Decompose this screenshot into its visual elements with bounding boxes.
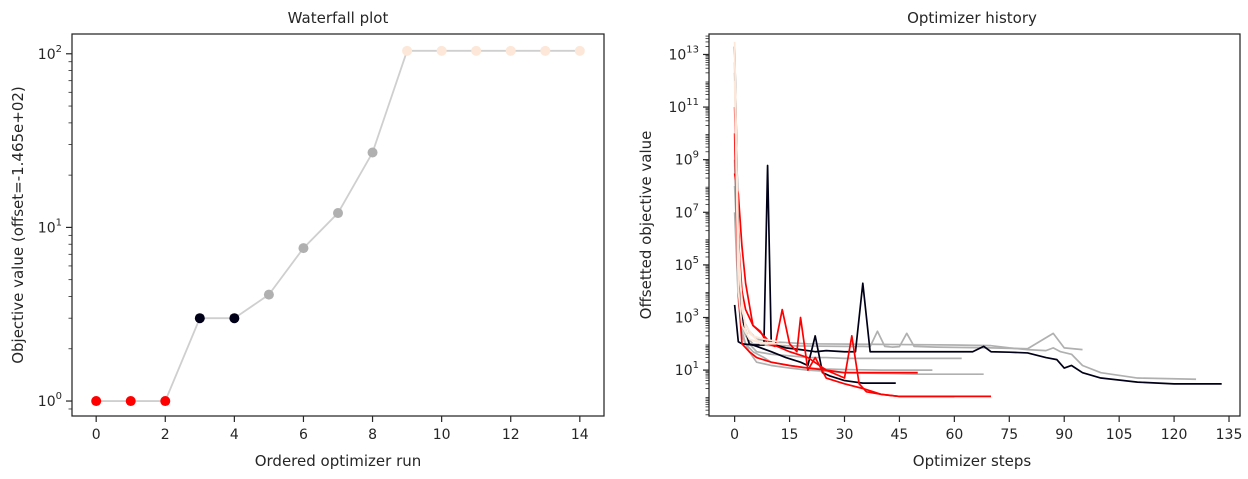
optimizer-history-x-tick-label: 45	[891, 427, 909, 443]
waterfall-x-tick-label: 8	[368, 427, 377, 443]
waterfall-x-axis-label: Ordered optimizer run	[255, 452, 422, 470]
waterfall-point	[574, 45, 585, 56]
optimizer-history-x-tick-label: 90	[1055, 427, 1073, 443]
waterfall-y-axis: 100 101 102	[38, 44, 72, 410]
optimizer-history-x-tick-label: 15	[781, 427, 799, 443]
optimizer-history-y-tick-label: 103	[675, 308, 699, 327]
waterfall-point	[436, 45, 447, 56]
waterfall-point	[91, 396, 102, 407]
waterfall-point	[471, 45, 482, 56]
waterfall-x-tick-label: 0	[92, 427, 101, 443]
history-series-line	[733, 133, 918, 374]
waterfall-point	[160, 396, 171, 407]
optimizer-history-x-tick-label: 75	[1000, 427, 1018, 443]
waterfall-chart: Waterfall plot 0 2 4 6 8 10 12 14 100 101 102 Ord…	[9, 9, 605, 470]
waterfall-x-tick-label: 14	[571, 427, 589, 443]
waterfall-point	[229, 313, 240, 324]
history-series-line	[733, 80, 775, 344]
waterfall-line	[96, 49, 580, 402]
history-series-line	[733, 46, 896, 384]
waterfall-y-axis-label: Objective value (offset=-1.465e+02)	[9, 86, 27, 364]
optimizer-history-y-tick-label: 1011	[668, 97, 699, 116]
waterfall-point	[540, 45, 551, 56]
waterfall-point	[333, 208, 343, 219]
waterfall-point	[505, 45, 516, 56]
waterfall-x-tick-label: 4	[230, 427, 239, 443]
waterfall-series	[91, 45, 585, 407]
waterfall-point	[125, 396, 136, 407]
waterfall-y-tick-label: 100	[38, 391, 62, 410]
waterfall-x-axis: 0 2 4 6 8 10 12 14	[92, 416, 589, 443]
optimizer-history-x-tick-label: 0	[730, 427, 739, 443]
waterfall-point	[402, 45, 413, 56]
optimizer-history-x-tick-label: 60	[945, 427, 963, 443]
waterfall-plot-frame	[71, 33, 605, 417]
waterfall-point	[194, 313, 205, 324]
optimizer-history-plot-frame	[708, 33, 1241, 417]
waterfall-title: Waterfall plot	[288, 9, 389, 27]
optimizer-history-y-axis: 101 103 105 107 109 1011 1013	[668, 35, 709, 416]
optimizer-history-y-tick-label: 107	[675, 202, 699, 221]
optimizer-history-x-tick-label: 120	[1161, 427, 1188, 443]
waterfall-y-tick-label: 102	[38, 44, 62, 63]
waterfall-y-tick-label: 101	[38, 217, 62, 236]
optimizer-history-y-axis-label: Offsetted objective value	[637, 131, 655, 320]
waterfall-x-tick-label: 2	[161, 427, 170, 443]
waterfall-x-tick-label: 12	[502, 427, 520, 443]
waterfall-x-tick-label: 6	[299, 427, 308, 443]
optimizer-history-y-tick-label: 101	[675, 360, 699, 379]
history-series-line	[733, 164, 1222, 385]
history-series-line	[733, 54, 786, 345]
optimizer-history-y-tick-label: 105	[675, 255, 699, 274]
optimizer-history-y-tick-label: 109	[675, 150, 699, 169]
optimizer-history-x-axis-label: Optimizer steps	[913, 452, 1032, 470]
optimizer-history-y-tick-label: 1013	[668, 44, 699, 63]
optimizer-history-x-tick-label: 105	[1106, 427, 1133, 443]
waterfall-x-tick-label: 10	[433, 427, 451, 443]
history-series-line	[733, 72, 1197, 381]
optimizer-history-title: Optimizer history	[907, 9, 1037, 27]
optimizer-history-x-tick-label: 135	[1216, 427, 1243, 443]
history-series-line	[733, 212, 984, 376]
waterfall-point	[263, 289, 274, 300]
waterfall-point	[367, 147, 378, 158]
waterfall-point	[298, 243, 309, 254]
optimizer-history-x-tick-label: 30	[836, 427, 854, 443]
history-series-line	[733, 107, 955, 398]
history-series-line	[733, 62, 1083, 351]
optimizer-history-x-axis: 0 15 30 45 60 75 90 105 120 135	[730, 416, 1242, 443]
optimizer-history-chart: Optimizer history 0 15 30 45 60 75 90 105 120 135…	[637, 9, 1242, 470]
optimizer-history-series	[733, 41, 1222, 398]
